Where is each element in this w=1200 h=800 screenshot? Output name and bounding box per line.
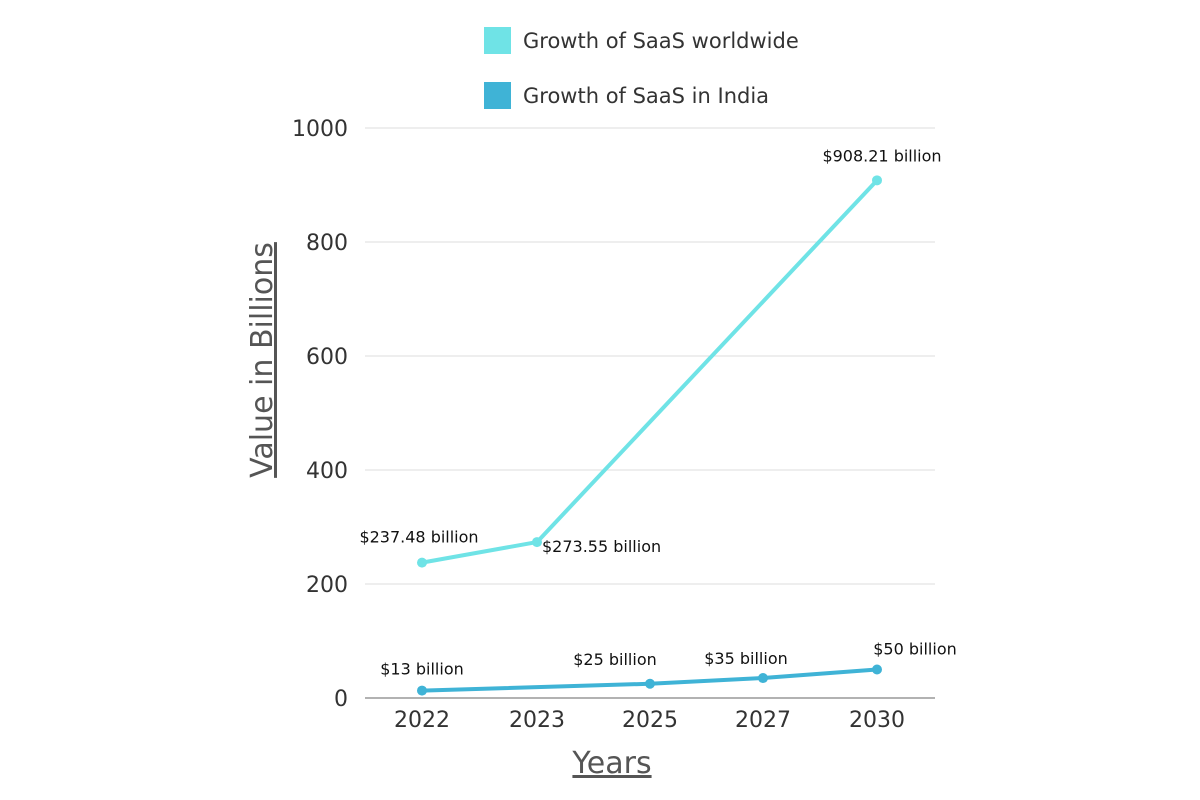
data-label: $35 billion	[704, 649, 788, 668]
y-tick-labels: 0 200 400 600 800 1000	[292, 117, 348, 712]
data-label: $908.21 billion	[822, 146, 941, 165]
y-axis-title: Value in Billions	[245, 242, 280, 478]
y-tick-label: 400	[306, 459, 348, 484]
data-label: $25 billion	[573, 650, 657, 669]
data-point	[872, 664, 882, 675]
y-tick-label: 200	[306, 573, 348, 598]
y-tick-label: 0	[334, 687, 348, 712]
series-line	[421, 178, 879, 565]
legend-label: Growth of SaaS worldwide	[523, 29, 799, 53]
y-tick-label: 800	[306, 231, 348, 256]
y-tick-label: 600	[306, 345, 348, 370]
data-label: $13 billion	[380, 660, 464, 679]
data-point	[645, 678, 655, 689]
x-tick-label: 2030	[849, 708, 905, 733]
series-lines	[417, 175, 882, 696]
x-tick-labels: 2022 2023 2025 2027 2030	[394, 708, 905, 733]
data-point	[417, 557, 427, 568]
x-tick-label: 2022	[394, 708, 450, 733]
data-point	[872, 175, 882, 186]
data-label: $237.48 billion	[359, 528, 478, 547]
data-label: $273.55 billion	[542, 537, 661, 556]
x-tick-label: 2027	[735, 708, 791, 733]
legend: Growth of SaaS worldwide Growth of SaaS i…	[484, 27, 799, 109]
legend-label: Growth of SaaS in India	[523, 84, 769, 108]
data-label: $50 billion	[873, 640, 957, 659]
series-line	[421, 667, 878, 693]
gridlines	[365, 127, 935, 699]
y-tick-label: 1000	[292, 117, 348, 142]
legend-swatch	[484, 27, 511, 54]
x-tick-label: 2023	[509, 708, 565, 733]
legend-swatch	[484, 82, 511, 109]
data-labels: $237.48 billion $273.55 billion $908.21 bi…	[359, 146, 956, 678]
x-axis-title: Years	[571, 746, 651, 781]
data-point	[417, 685, 427, 696]
data-point	[532, 537, 542, 548]
x-tick-label: 2025	[622, 708, 678, 733]
data-point	[758, 673, 768, 684]
